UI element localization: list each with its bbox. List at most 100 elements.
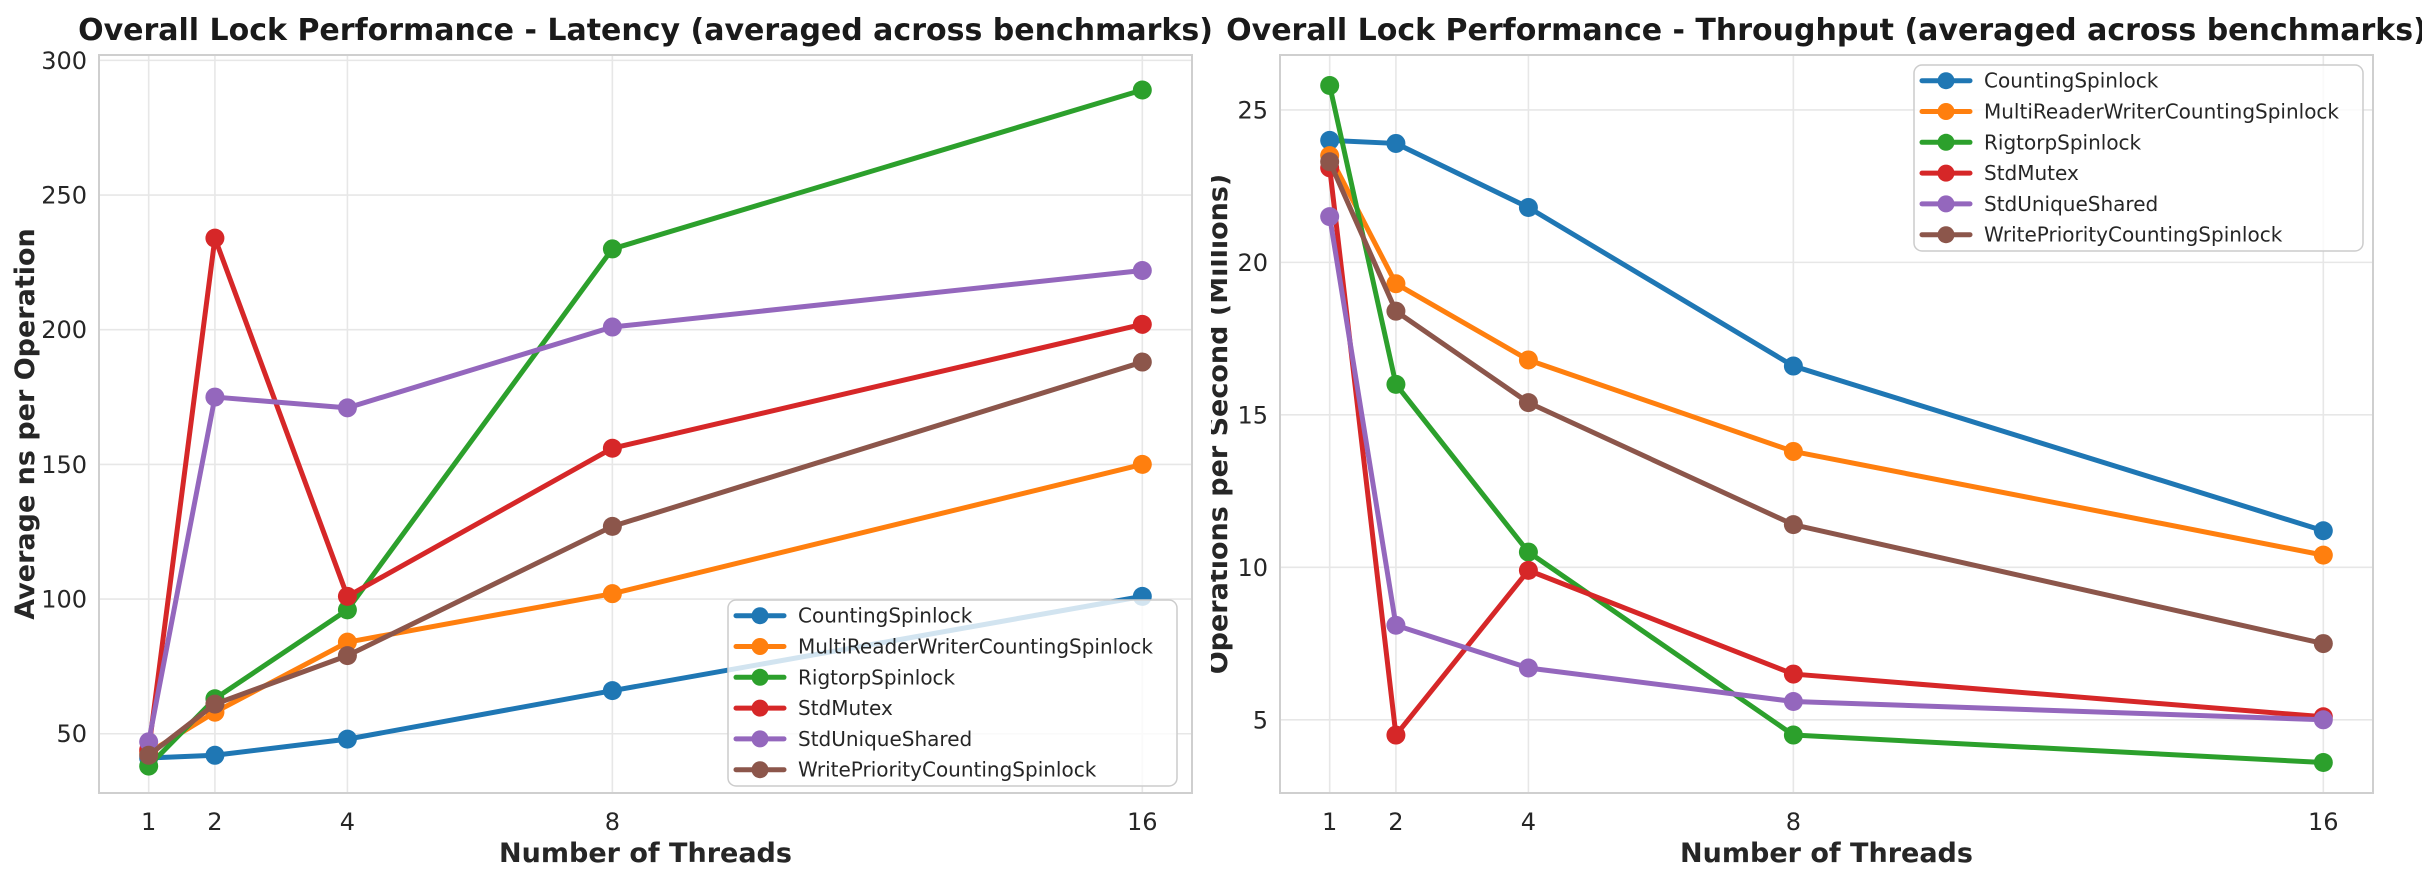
marker-StdUniqueShared-threads2 bbox=[1386, 615, 1406, 635]
x-tick-label-2: 2 bbox=[1388, 808, 1403, 836]
y-tick-label-25: 25 bbox=[1237, 96, 1268, 124]
legend-label-CountingSpinlock: CountingSpinlock bbox=[1984, 69, 2159, 93]
marker-WritePriorityCountingSpinlock-threads8 bbox=[602, 516, 622, 536]
x-axis-label: Number of Threads bbox=[499, 838, 792, 869]
marker-CountingSpinlock-threads16 bbox=[2313, 521, 2333, 541]
marker-StdMutex-threads16 bbox=[1132, 314, 1152, 334]
legend-marker-RigtorpSpinlock bbox=[751, 668, 769, 686]
legend-marker-WritePriorityCountingSpinlock bbox=[1937, 226, 1955, 244]
marker-MultiReaderWriterCountingSpinlock-threads8 bbox=[1783, 441, 1803, 461]
plot-border bbox=[1279, 54, 2374, 794]
marker-StdUniqueShared-threads1 bbox=[1320, 207, 1340, 227]
x-axis-label: Number of Threads bbox=[1680, 838, 1973, 869]
throughput-chart-panel: Overall Lock Performance - Throughput (a… bbox=[1211, 0, 2422, 880]
marker-StdMutex-threads4 bbox=[1518, 560, 1538, 580]
y-tick-label-150: 150 bbox=[41, 451, 87, 479]
marker-WritePriorityCountingSpinlock-threads1 bbox=[1320, 152, 1340, 172]
marker-RigtorpSpinlock-threads16 bbox=[1132, 80, 1152, 100]
marker-StdUniqueShared-threads16 bbox=[1132, 260, 1152, 280]
throughput-chart-svg: Overall Lock Performance - Throughput (a… bbox=[1211, 0, 2422, 880]
chart-title: Overall Lock Performance - Latency (aver… bbox=[78, 13, 1211, 48]
marker-MultiReaderWriterCountingSpinlock-threads16 bbox=[1132, 454, 1152, 474]
x-tick-label-1: 1 bbox=[1322, 808, 1337, 836]
marker-RigtorpSpinlock-threads8 bbox=[1783, 725, 1803, 745]
marker-WritePriorityCountingSpinlock-threads8 bbox=[1783, 515, 1803, 535]
marker-CountingSpinlock-threads4 bbox=[1518, 197, 1538, 217]
chart-title: Overall Lock Performance - Throughput (a… bbox=[1226, 13, 2422, 48]
x-tick-label-8: 8 bbox=[605, 808, 620, 836]
x-tick-label-4: 4 bbox=[340, 808, 355, 836]
marker-WritePriorityCountingSpinlock-threads16 bbox=[2313, 634, 2333, 654]
legend-label-WritePriorityCountingSpinlock: WritePriorityCountingSpinlock bbox=[798, 758, 1097, 782]
marker-RigtorpSpinlock-threads16 bbox=[2313, 753, 2333, 773]
marker-MultiReaderWriterCountingSpinlock-threads8 bbox=[602, 584, 622, 604]
marker-MultiReaderWriterCountingSpinlock-threads16 bbox=[2313, 545, 2333, 565]
y-tick-label-5: 5 bbox=[1253, 706, 1268, 734]
legend-label-StdUniqueShared: StdUniqueShared bbox=[798, 727, 972, 751]
y-axis-label: Operations per Second (Millions) bbox=[1211, 174, 1234, 675]
legend-label-RigtorpSpinlock: RigtorpSpinlock bbox=[1984, 130, 2142, 154]
legend-marker-MultiReaderWriterCountingSpinlock bbox=[1937, 103, 1955, 120]
marker-CountingSpinlock-threads2 bbox=[205, 745, 225, 765]
legend-marker-MultiReaderWriterCountingSpinlock bbox=[751, 638, 769, 655]
marker-StdMutex-threads8 bbox=[602, 438, 622, 458]
latency-chart-svg: Overall Lock Performance - Latency (aver… bbox=[0, 0, 1211, 880]
x-tick-label-8: 8 bbox=[1786, 808, 1801, 836]
marker-StdMutex-threads2 bbox=[1386, 725, 1406, 745]
marker-RigtorpSpinlock-threads4 bbox=[1518, 542, 1538, 562]
x-tick-label-16: 16 bbox=[2308, 808, 2339, 836]
marker-CountingSpinlock-threads1 bbox=[1320, 130, 1340, 150]
marker-WritePriorityCountingSpinlock-threads2 bbox=[1386, 301, 1406, 321]
legend-marker-WritePriorityCountingSpinlock bbox=[751, 761, 769, 779]
marker-StdUniqueShared-threads2 bbox=[205, 387, 225, 407]
marker-WritePriorityCountingSpinlock-threads16 bbox=[1132, 352, 1152, 372]
marker-CountingSpinlock-threads8 bbox=[1783, 356, 1803, 376]
y-tick-label-100: 100 bbox=[41, 586, 87, 614]
y-tick-label-200: 200 bbox=[41, 316, 87, 344]
marker-StdUniqueShared-threads4 bbox=[337, 398, 357, 418]
legend-label-StdMutex: StdMutex bbox=[798, 696, 893, 720]
y-tick-label-20: 20 bbox=[1237, 249, 1268, 277]
marker-MultiReaderWriterCountingSpinlock-threads4 bbox=[1518, 350, 1538, 370]
legend-label-CountingSpinlock: CountingSpinlock bbox=[798, 604, 973, 628]
y-tick-label-250: 250 bbox=[41, 182, 87, 210]
legend-label-RigtorpSpinlock: RigtorpSpinlock bbox=[798, 665, 956, 689]
legend-marker-CountingSpinlock bbox=[751, 607, 769, 625]
marker-CountingSpinlock-threads8 bbox=[602, 681, 622, 701]
legend-label-WritePriorityCountingSpinlock: WritePriorityCountingSpinlock bbox=[1984, 223, 2283, 247]
legend-marker-StdMutex bbox=[1937, 164, 1955, 182]
legend-box bbox=[1913, 64, 2364, 252]
y-tick-label-10: 10 bbox=[1237, 554, 1268, 582]
latency-chart-panel: Overall Lock Performance - Latency (aver… bbox=[0, 0, 1211, 880]
marker-WritePriorityCountingSpinlock-threads4 bbox=[1518, 393, 1538, 413]
marker-CountingSpinlock-threads2 bbox=[1386, 133, 1406, 153]
marker-StdUniqueShared-threads1 bbox=[139, 732, 159, 752]
plot-border bbox=[98, 54, 1193, 794]
y-tick-label-300: 300 bbox=[41, 47, 87, 75]
marker-CountingSpinlock-threads4 bbox=[337, 729, 357, 749]
marker-MultiReaderWriterCountingSpinlock-threads2 bbox=[1386, 274, 1406, 294]
marker-RigtorpSpinlock-threads8 bbox=[602, 239, 622, 259]
marker-WritePriorityCountingSpinlock-threads2 bbox=[205, 694, 225, 714]
legend-marker-StdMutex bbox=[751, 699, 769, 717]
legend-label-MultiReaderWriterCountingSpinlock: MultiReaderWriterCountingSpinlock bbox=[798, 635, 1153, 659]
x-tick-label-4: 4 bbox=[1521, 808, 1536, 836]
marker-StdUniqueShared-threads8 bbox=[602, 317, 622, 337]
legend-label-StdMutex: StdMutex bbox=[1984, 161, 2079, 185]
marker-MultiReaderWriterCountingSpinlock-threads4 bbox=[337, 632, 357, 652]
legend-marker-CountingSpinlock bbox=[1937, 72, 1955, 90]
y-tick-label-15: 15 bbox=[1237, 401, 1268, 429]
marker-StdUniqueShared-threads8 bbox=[1783, 692, 1803, 712]
marker-WritePriorityCountingSpinlock-threads4 bbox=[337, 646, 357, 666]
legend-label-MultiReaderWriterCountingSpinlock: MultiReaderWriterCountingSpinlock bbox=[1984, 100, 2339, 124]
x-tick-label-2: 2 bbox=[207, 808, 222, 836]
y-axis-label: Average ns per Operation bbox=[10, 228, 41, 620]
legend-marker-StdUniqueShared bbox=[1937, 195, 1955, 213]
marker-RigtorpSpinlock-threads1 bbox=[1320, 75, 1340, 95]
legend-label-StdUniqueShared: StdUniqueShared bbox=[1984, 192, 2158, 216]
marker-RigtorpSpinlock-threads2 bbox=[1386, 374, 1406, 394]
legend-marker-RigtorpSpinlock bbox=[1937, 133, 1955, 151]
marker-StdMutex-threads2 bbox=[205, 228, 225, 248]
marker-StdUniqueShared-threads16 bbox=[2313, 710, 2333, 730]
